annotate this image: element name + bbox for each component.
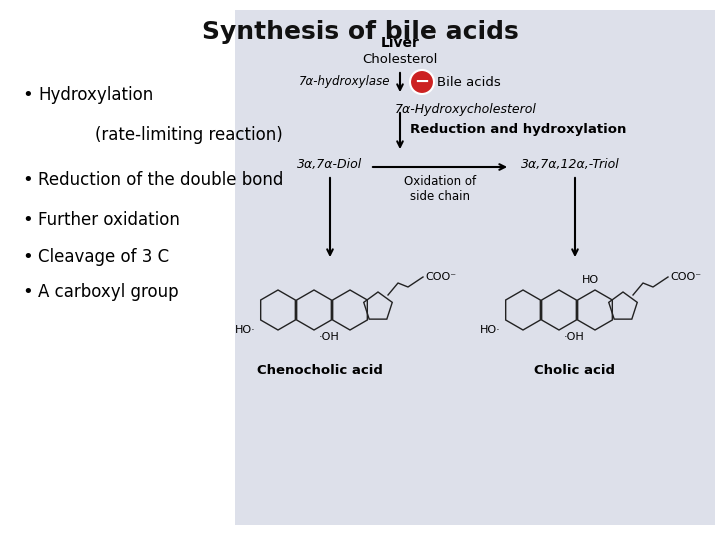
Text: 3α,7α,12α,-Triol: 3α,7α,12α,-Triol — [521, 158, 619, 171]
Text: HO·: HO· — [235, 325, 256, 335]
Text: −: − — [415, 73, 430, 91]
Text: COO⁻: COO⁻ — [425, 272, 456, 282]
Text: 7α-Hydroxycholesterol: 7α-Hydroxycholesterol — [395, 103, 537, 116]
Text: Bile acids: Bile acids — [437, 76, 500, 89]
Text: Reduction and hydroxylation: Reduction and hydroxylation — [410, 124, 626, 137]
Text: A carboxyl group: A carboxyl group — [38, 283, 179, 301]
Text: 3α,7α-Diol: 3α,7α-Diol — [297, 158, 363, 171]
Text: Cholesterol: Cholesterol — [362, 53, 438, 66]
Text: COO⁻: COO⁻ — [670, 272, 701, 282]
Text: •: • — [22, 171, 32, 189]
Text: Hydroxylation: Hydroxylation — [38, 86, 153, 104]
Bar — [235, 10, 715, 525]
Text: HO·: HO· — [480, 325, 501, 335]
Text: HO: HO — [582, 275, 598, 285]
Text: Further oxidation: Further oxidation — [38, 211, 180, 229]
Text: ·OH: ·OH — [564, 332, 585, 342]
Text: Synthesis of bile acids: Synthesis of bile acids — [202, 20, 518, 44]
Text: 7α-hydroxylase: 7α-hydroxylase — [299, 76, 390, 89]
Text: Chenocholic acid: Chenocholic acid — [257, 363, 383, 376]
Text: •: • — [22, 86, 32, 104]
Text: •: • — [22, 211, 32, 229]
Text: Reduction of the double bond: Reduction of the double bond — [38, 171, 284, 189]
Text: Cleavage of 3 C: Cleavage of 3 C — [38, 248, 169, 266]
Circle shape — [410, 70, 434, 94]
Text: Liver: Liver — [381, 36, 420, 50]
Text: ·OH: ·OH — [319, 332, 339, 342]
Text: •: • — [22, 248, 32, 266]
Text: •: • — [22, 283, 32, 301]
Text: Oxidation of
side chain: Oxidation of side chain — [404, 175, 476, 203]
Text: (rate-limiting reaction): (rate-limiting reaction) — [95, 126, 283, 144]
Text: Cholic acid: Cholic acid — [534, 363, 616, 376]
